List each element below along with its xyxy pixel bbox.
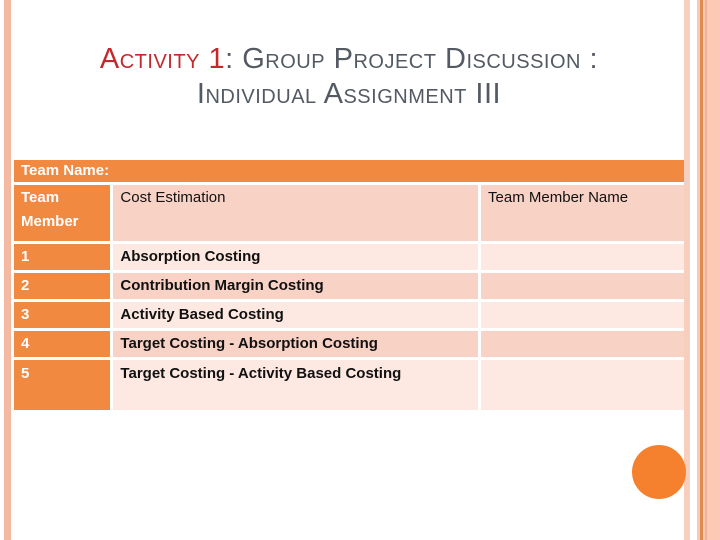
slide-title-line2: Individual Assignment III [196, 77, 502, 110]
costing-method-cell: Target Costing - Activity Based Costing [113, 360, 479, 410]
right-edge-stripe-line-2 [705, 0, 707, 540]
row-number-cell: 3 [14, 302, 111, 328]
table-header-row: Team Member Cost Estimation Team Member … [14, 185, 684, 241]
title-rest-text: : Group Project Discussion : [225, 43, 599, 75]
costing-method-cell: Contribution Margin Costing [113, 273, 479, 299]
row-number-cell: 2 [14, 273, 111, 299]
table-row: 3 Activity Based Costing [14, 302, 684, 328]
title-accent-text: Activity 1 [99, 43, 226, 75]
member-name-cell [481, 360, 684, 410]
right-edge-stripe-thin [684, 0, 690, 540]
assignment-table: Team Name: Team Member Cost Estimation T… [11, 157, 687, 413]
member-name-cell [481, 244, 684, 270]
header-team-member: Team Member [14, 185, 111, 241]
row-number-cell: 4 [14, 331, 111, 357]
team-name-row: Team Name: [14, 160, 684, 182]
header-team-member-name: Team Member Name [481, 185, 684, 241]
table-row: 1 Absorption Costing [14, 244, 684, 270]
costing-method-cell: Absorption Costing [113, 244, 479, 270]
costing-method-cell: Activity Based Costing [113, 302, 479, 328]
row-number-cell: 1 [14, 244, 111, 270]
decorative-circle [632, 445, 686, 499]
row-number-cell: 5 [14, 360, 111, 410]
right-edge-stripe-line [700, 0, 703, 540]
header-cost-estimation: Cost Estimation [113, 185, 479, 241]
slide-title: Activity 1: Group Project Discussion : I… [14, 42, 684, 112]
table-row: 4 Target Costing - Absorption Costing [14, 331, 684, 357]
member-name-cell [481, 302, 684, 328]
left-edge-stripe [4, 0, 11, 540]
team-name-cell: Team Name: [14, 160, 684, 182]
member-name-cell [481, 331, 684, 357]
member-name-cell [481, 273, 684, 299]
costing-method-cell: Target Costing - Absorption Costing [113, 331, 479, 357]
table-row: 2 Contribution Margin Costing [14, 273, 684, 299]
table-row: 5 Target Costing - Activity Based Costin… [14, 360, 684, 410]
slide-title-line1: Activity 1: Group Project Discussion : [14, 42, 684, 77]
